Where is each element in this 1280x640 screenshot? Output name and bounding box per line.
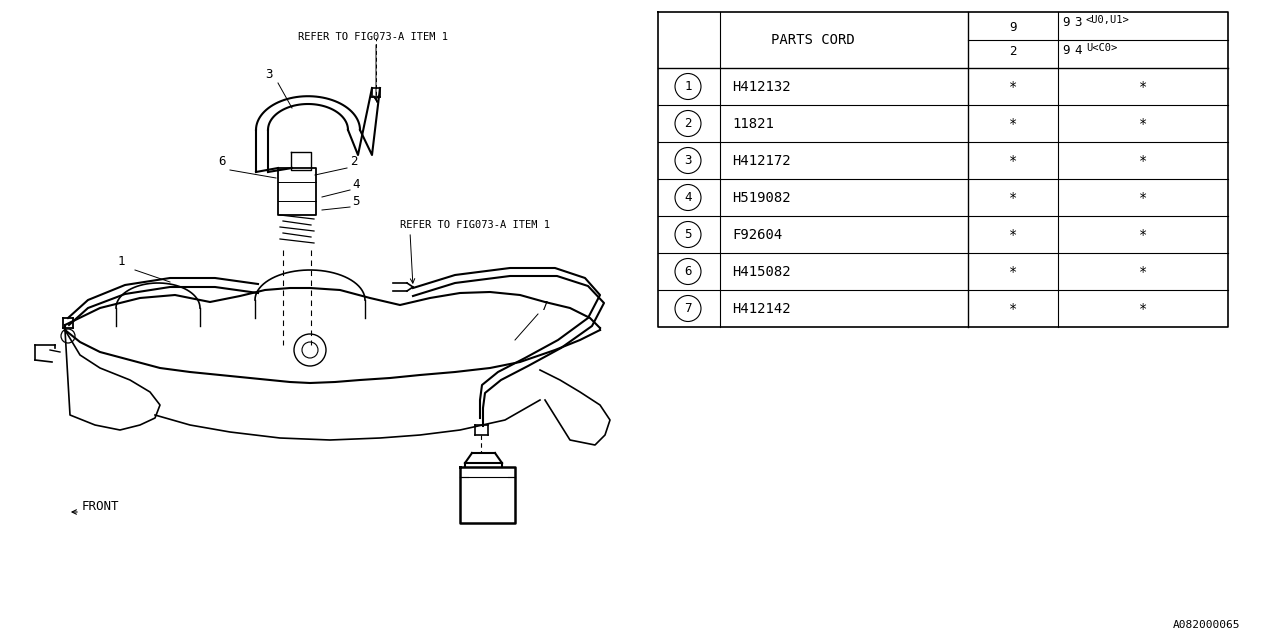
Text: REFER TO FIG073-A ITEM 1: REFER TO FIG073-A ITEM 1 [298, 32, 448, 42]
Text: 4: 4 [352, 178, 360, 191]
Text: H412142: H412142 [732, 301, 791, 316]
Text: H412132: H412132 [732, 79, 791, 93]
Text: *: * [1009, 154, 1018, 168]
Text: 5: 5 [352, 195, 360, 208]
Text: 7: 7 [685, 302, 691, 315]
Text: <U0,U1>: <U0,U1> [1085, 15, 1130, 25]
Text: 7: 7 [540, 300, 548, 313]
Text: *: * [1139, 191, 1147, 205]
Text: *: * [1009, 227, 1018, 241]
Text: *: * [1139, 264, 1147, 278]
Text: H519082: H519082 [732, 191, 791, 205]
Text: 9: 9 [1062, 44, 1070, 56]
Text: FRONT: FRONT [82, 500, 119, 513]
Text: 2: 2 [685, 117, 691, 130]
Text: *: * [1009, 79, 1018, 93]
Text: *: * [1139, 301, 1147, 316]
Text: 3: 3 [1074, 15, 1082, 29]
Text: F92604: F92604 [732, 227, 782, 241]
Text: *: * [1009, 116, 1018, 131]
Text: 6: 6 [218, 155, 225, 168]
Text: REFER TO FIG073-A ITEM 1: REFER TO FIG073-A ITEM 1 [401, 220, 550, 230]
Text: *: * [1009, 301, 1018, 316]
Text: U<C0>: U<C0> [1085, 44, 1117, 53]
Text: *: * [1009, 264, 1018, 278]
Text: 2: 2 [349, 155, 357, 168]
Text: PARTS CORD: PARTS CORD [771, 33, 855, 47]
Text: 3: 3 [685, 154, 691, 167]
Text: *: * [1139, 154, 1147, 168]
Text: H412172: H412172 [732, 154, 791, 168]
Text: H415082: H415082 [732, 264, 791, 278]
Text: A082000065: A082000065 [1172, 620, 1240, 630]
Text: 11821: 11821 [732, 116, 774, 131]
Text: 3: 3 [265, 68, 273, 81]
Text: *: * [1009, 191, 1018, 205]
Text: *: * [1139, 79, 1147, 93]
Text: *: * [1139, 116, 1147, 131]
Text: 2: 2 [1009, 45, 1016, 58]
Text: 1: 1 [118, 255, 125, 268]
Text: 9: 9 [1009, 21, 1016, 34]
Text: 1: 1 [685, 80, 691, 93]
Text: 5: 5 [685, 228, 691, 241]
Text: 4: 4 [1074, 44, 1082, 56]
Text: 6: 6 [685, 265, 691, 278]
Text: *: * [1139, 227, 1147, 241]
Text: 4: 4 [685, 191, 691, 204]
Text: 9: 9 [1062, 15, 1070, 29]
